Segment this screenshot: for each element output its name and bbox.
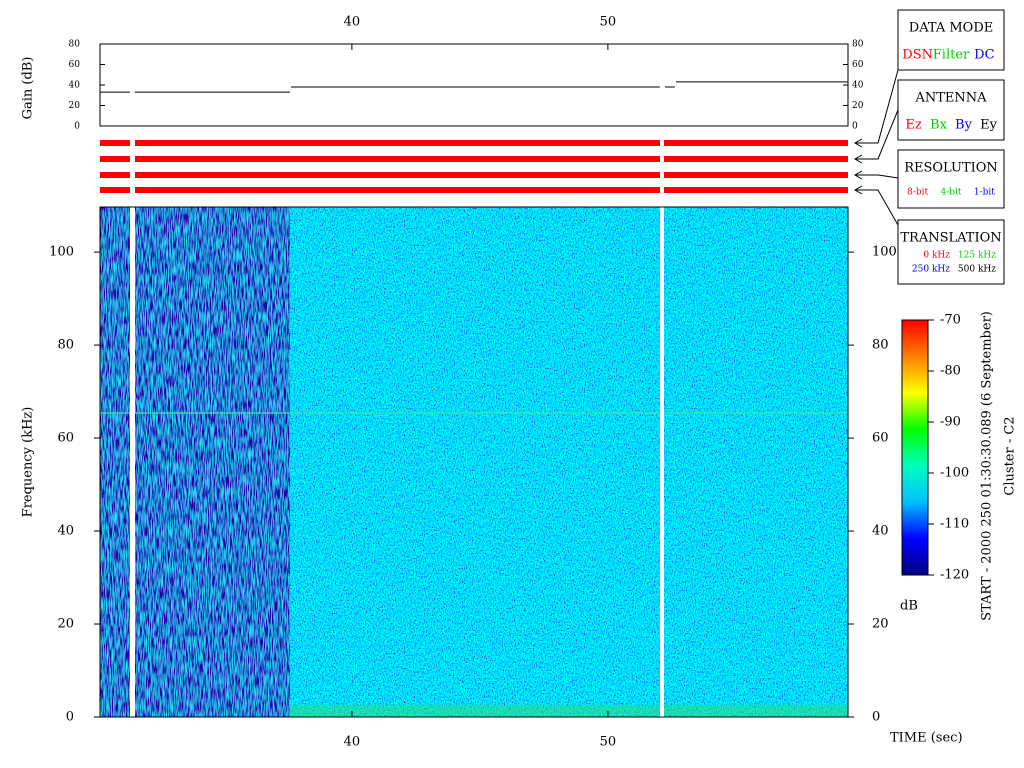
x-tick-label: 50 <box>600 15 617 30</box>
legend-item: 0 kHz <box>923 251 950 261</box>
colorbar-tick-label: -90 <box>940 415 961 430</box>
y-tick-label: 0 <box>872 710 880 725</box>
legend-box-title: ANTENNA <box>914 91 987 106</box>
spectrogram-frame <box>99 206 849 718</box>
spectral-line <box>100 412 848 414</box>
legend-item: 125 kHz <box>958 251 996 261</box>
gain-line <box>100 81 848 93</box>
y-tick-label: 40 <box>872 524 889 539</box>
spectrogram <box>100 207 848 717</box>
y-tick-label: 80 <box>57 338 74 353</box>
colorbar-tick-label: -110 <box>940 517 969 532</box>
x-tick-label: 40 <box>344 15 361 30</box>
y-tick-label: 60 <box>57 431 74 446</box>
y-tick-label: 0 <box>852 122 858 132</box>
legend-box-frame <box>897 149 1005 209</box>
y-tick-label: 60 <box>872 431 889 446</box>
legend-item: 4-bit <box>940 188 961 198</box>
legend-item: Bx <box>930 118 948 133</box>
y-tick-label: 20 <box>852 101 864 111</box>
legend-item: Ey <box>980 118 997 133</box>
colorbar-tick-label: -70 <box>940 313 961 328</box>
y-tick-label: 0 <box>74 122 80 132</box>
legend-item: 500 kHz <box>958 265 996 275</box>
colorbar-tick-label: -80 <box>940 364 961 379</box>
legend-item: Ez <box>905 118 921 133</box>
spectrogram-cyan <box>290 207 848 717</box>
data-gap <box>660 207 664 717</box>
status-bars <box>100 140 848 193</box>
side-text: START - 2000 250 01:30:30.089 (6 Septemb… <box>980 311 995 621</box>
legend-box: ANTENNA Ez Bx By Ey <box>897 79 1005 141</box>
y-tick-label: 20 <box>69 101 81 111</box>
y-tick-label: 80 <box>69 40 81 50</box>
legend-box: RESOLUTION 8-bit 4-bit 1-bit <box>897 149 1005 209</box>
legend-box-frame <box>897 79 1005 141</box>
low-band <box>290 705 848 717</box>
legend-item: DSN <box>902 48 933 63</box>
legend-item: By <box>955 118 973 133</box>
colorbar-tick-label: -120 <box>940 568 969 583</box>
legend-box-frame <box>897 219 1005 285</box>
colorbar-tick-label: -100 <box>940 466 969 481</box>
legend-item: 250 kHz <box>912 265 950 275</box>
y-axis-label: Frequency (kHz) <box>21 407 36 518</box>
y-tick-label: 40 <box>69 81 81 91</box>
y-tick-label: 0 <box>66 710 74 725</box>
side-text: Cluster - C2 <box>1003 416 1018 495</box>
y-tick-label: 80 <box>872 338 889 353</box>
y-tick-label: 40 <box>57 524 74 539</box>
y-tick-label: 100 <box>872 245 897 260</box>
legend-box: TRANSLATION 0 kHz 125 kHz 250 kHz 500 kHz <box>897 219 1005 285</box>
legend-box-title: TRANSLATION <box>900 231 1001 246</box>
x-tick-label: 50 <box>600 735 617 750</box>
y-tick-label: 60 <box>852 60 864 70</box>
y-tick-label: 100 <box>49 245 74 260</box>
y-tick-label: 60 <box>69 60 81 70</box>
y-axis-label: Gain (dB) <box>21 57 36 120</box>
legend-item: 8-bit <box>907 188 928 198</box>
x-axis-label: TIME (sec) <box>890 731 963 746</box>
legend-item: Filter <box>933 48 970 63</box>
legend-box-title: RESOLUTION <box>904 161 998 176</box>
legend-item: DC <box>974 48 994 63</box>
y-tick-label: 80 <box>852 40 864 50</box>
colorbar <box>901 319 929 576</box>
y-tick-label: 20 <box>57 617 74 632</box>
x-tick-label: 40 <box>344 735 361 750</box>
gain-frame <box>99 43 849 127</box>
legend-box-frame <box>897 9 1005 71</box>
legend-box: DATA MODE DSN Filter DC <box>897 9 1005 71</box>
data-gap <box>130 207 135 717</box>
y-tick-label: 40 <box>852 81 864 91</box>
arrows <box>853 69 899 226</box>
legend-item: 1-bit <box>974 188 995 198</box>
y-tick-label: 20 <box>872 617 889 632</box>
spectrogram-dark <box>100 207 290 717</box>
colorbar-label: dB <box>900 599 918 614</box>
legend-box-title: DATA MODE <box>909 21 993 36</box>
